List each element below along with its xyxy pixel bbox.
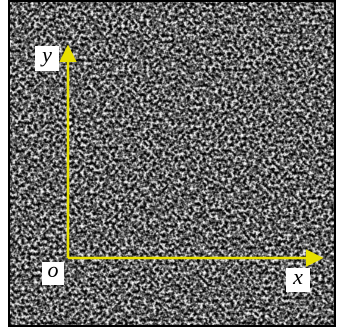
x-label: x	[292, 264, 303, 289]
y-label: y	[40, 42, 52, 67]
origin-label: o	[48, 257, 59, 282]
speckle-figure: y o x	[0, 0, 344, 327]
